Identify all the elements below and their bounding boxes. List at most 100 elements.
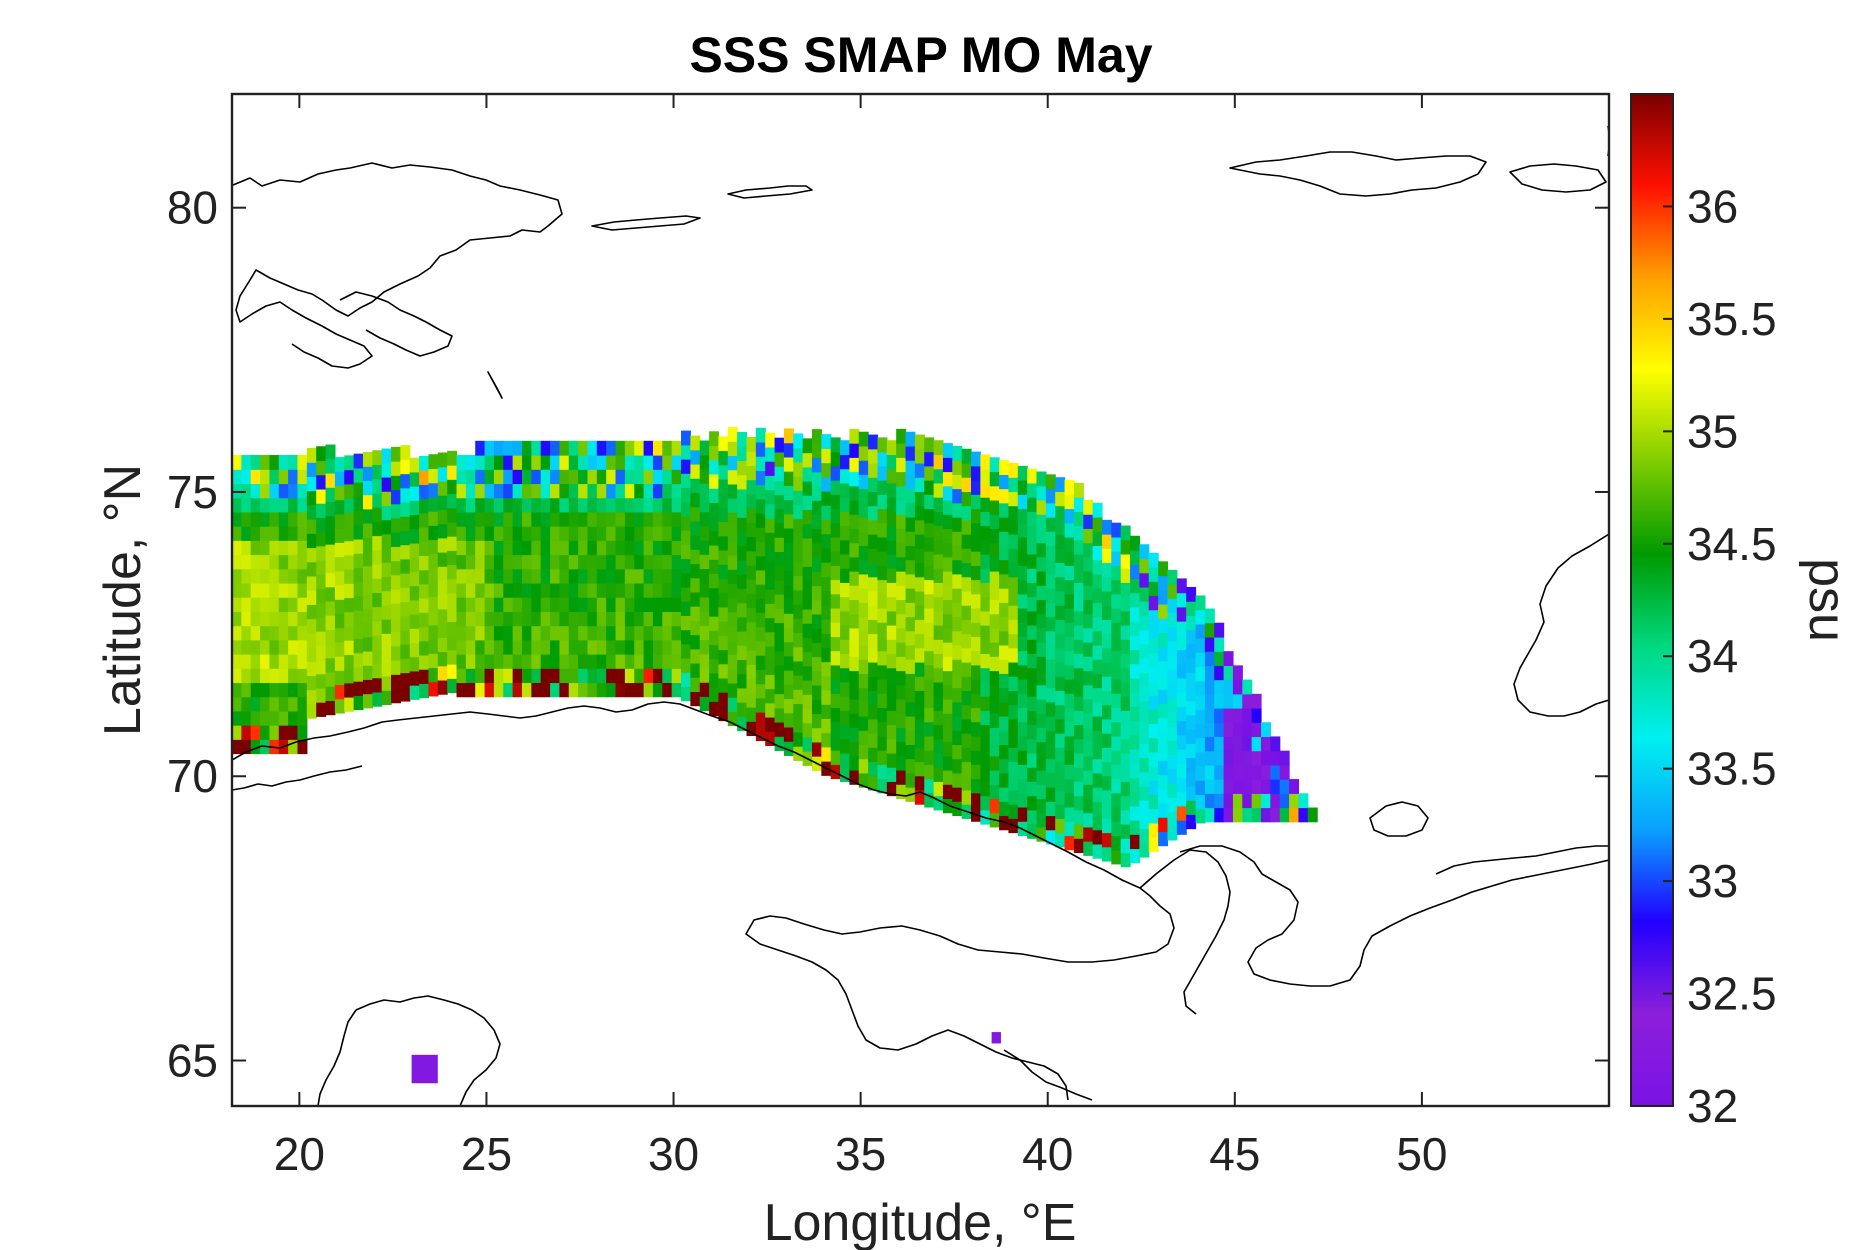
salinity-cell xyxy=(942,471,953,487)
salinity-cell xyxy=(961,562,972,578)
salinity-cell xyxy=(802,452,813,468)
salinity-cell xyxy=(877,721,888,737)
salinity-cell xyxy=(840,752,850,768)
salinity-cell xyxy=(858,588,869,603)
salinity-cell xyxy=(755,683,766,699)
salinity-cell xyxy=(1017,607,1028,623)
salinity-cell xyxy=(512,668,523,684)
coastline-franz-josef xyxy=(1229,151,1487,197)
salinity-cell xyxy=(540,654,551,669)
salinity-cell xyxy=(437,580,448,596)
salinity-cell xyxy=(924,750,935,765)
salinity-cell xyxy=(372,691,383,707)
salinity-cell xyxy=(578,440,589,456)
salinity-cell xyxy=(1027,738,1038,754)
salinity-cell xyxy=(755,640,766,656)
salinity-cell xyxy=(531,440,542,456)
salinity-cell xyxy=(989,514,1000,529)
salinity-cell xyxy=(1148,794,1159,810)
salinity-cell xyxy=(699,696,710,712)
salinity-cell xyxy=(1289,807,1300,823)
salinity-cell xyxy=(1111,607,1122,623)
salinity-cell xyxy=(999,502,1010,518)
salinity-cell xyxy=(606,497,617,513)
salinity-cell xyxy=(437,537,448,553)
salinity-cell xyxy=(886,497,897,512)
salinity-cell xyxy=(550,540,561,556)
salinity-cell xyxy=(840,653,850,669)
coastline-norway-north xyxy=(232,701,1141,889)
salinity-cell xyxy=(765,716,776,732)
salinity-cell xyxy=(1064,650,1075,666)
salinity-cell xyxy=(278,582,289,598)
salinity-cell xyxy=(961,605,972,620)
salinity-cell xyxy=(1167,584,1178,599)
salinity-cell xyxy=(999,758,1010,774)
salinity-cell xyxy=(877,480,888,495)
salinity-cell xyxy=(765,674,776,690)
salinity-cell xyxy=(297,625,308,641)
salinity-cell xyxy=(587,568,598,584)
salinity-cell xyxy=(793,476,804,491)
salinity-cell xyxy=(531,668,542,684)
salinity-cell xyxy=(924,551,935,566)
salinity-cell xyxy=(989,656,1000,672)
salinity-cell xyxy=(250,483,261,499)
salinity-cell xyxy=(1036,684,1047,700)
salinity-cell xyxy=(1251,807,1262,823)
salinity-cell xyxy=(924,707,935,723)
salinity-cell xyxy=(465,639,476,655)
salinity-cell xyxy=(428,667,439,683)
salinity-cell xyxy=(1270,793,1281,809)
salinity-cell xyxy=(858,730,869,746)
salinity-cell xyxy=(428,610,439,626)
salinity-cell xyxy=(1111,750,1122,765)
salinity-cell xyxy=(652,511,663,527)
salinity-cell xyxy=(1055,605,1066,620)
salinity-cell xyxy=(1045,715,1056,731)
salinity-cell xyxy=(475,469,486,485)
coastline-svalbard xyxy=(232,162,563,369)
salinity-cell xyxy=(746,664,757,680)
salinity-cell xyxy=(999,744,1010,760)
salinity-cell xyxy=(1017,664,1028,680)
salinity-cell xyxy=(334,599,345,615)
salinity-cell xyxy=(1064,579,1075,595)
salinity-cell xyxy=(232,682,242,698)
salinity-cell xyxy=(737,673,748,689)
salinity-cell xyxy=(391,574,401,590)
salinity-cell xyxy=(1036,656,1047,672)
salinity-cell xyxy=(306,661,317,676)
salinity-cell xyxy=(531,554,542,570)
salinity-cell xyxy=(1158,774,1169,790)
salinity-cell xyxy=(727,540,738,556)
salinity-cell xyxy=(662,540,673,556)
salinity-cell xyxy=(1008,633,1019,649)
salinity-cell xyxy=(952,730,963,746)
salinity-cell xyxy=(344,498,355,513)
salinity-cell xyxy=(391,660,401,675)
salinity-cell xyxy=(1148,623,1159,639)
salinity-cell xyxy=(830,636,841,652)
salinity-cell xyxy=(559,611,570,627)
salinity-cell xyxy=(709,530,720,546)
salinity-cell xyxy=(1027,525,1038,541)
salinity-cell xyxy=(942,528,953,544)
salinity-cell xyxy=(241,668,252,684)
salinity-cell xyxy=(840,568,850,583)
salinity-cell xyxy=(372,521,383,537)
salinity-cell xyxy=(961,491,972,507)
salinity-cell xyxy=(596,668,607,684)
salinity-cell xyxy=(652,455,663,470)
salinity-cell xyxy=(1045,502,1056,518)
salinity-cell xyxy=(306,447,317,463)
salinity-cell xyxy=(353,453,364,469)
salinity-cell xyxy=(783,542,794,557)
salinity-cell xyxy=(1064,494,1075,510)
salinity-cell xyxy=(914,775,925,791)
salinity-cell xyxy=(1101,775,1112,791)
salinity-cell xyxy=(503,654,514,669)
salinity-cell xyxy=(774,466,785,481)
salinity-cell xyxy=(1120,824,1131,839)
salinity-cell xyxy=(316,474,327,490)
